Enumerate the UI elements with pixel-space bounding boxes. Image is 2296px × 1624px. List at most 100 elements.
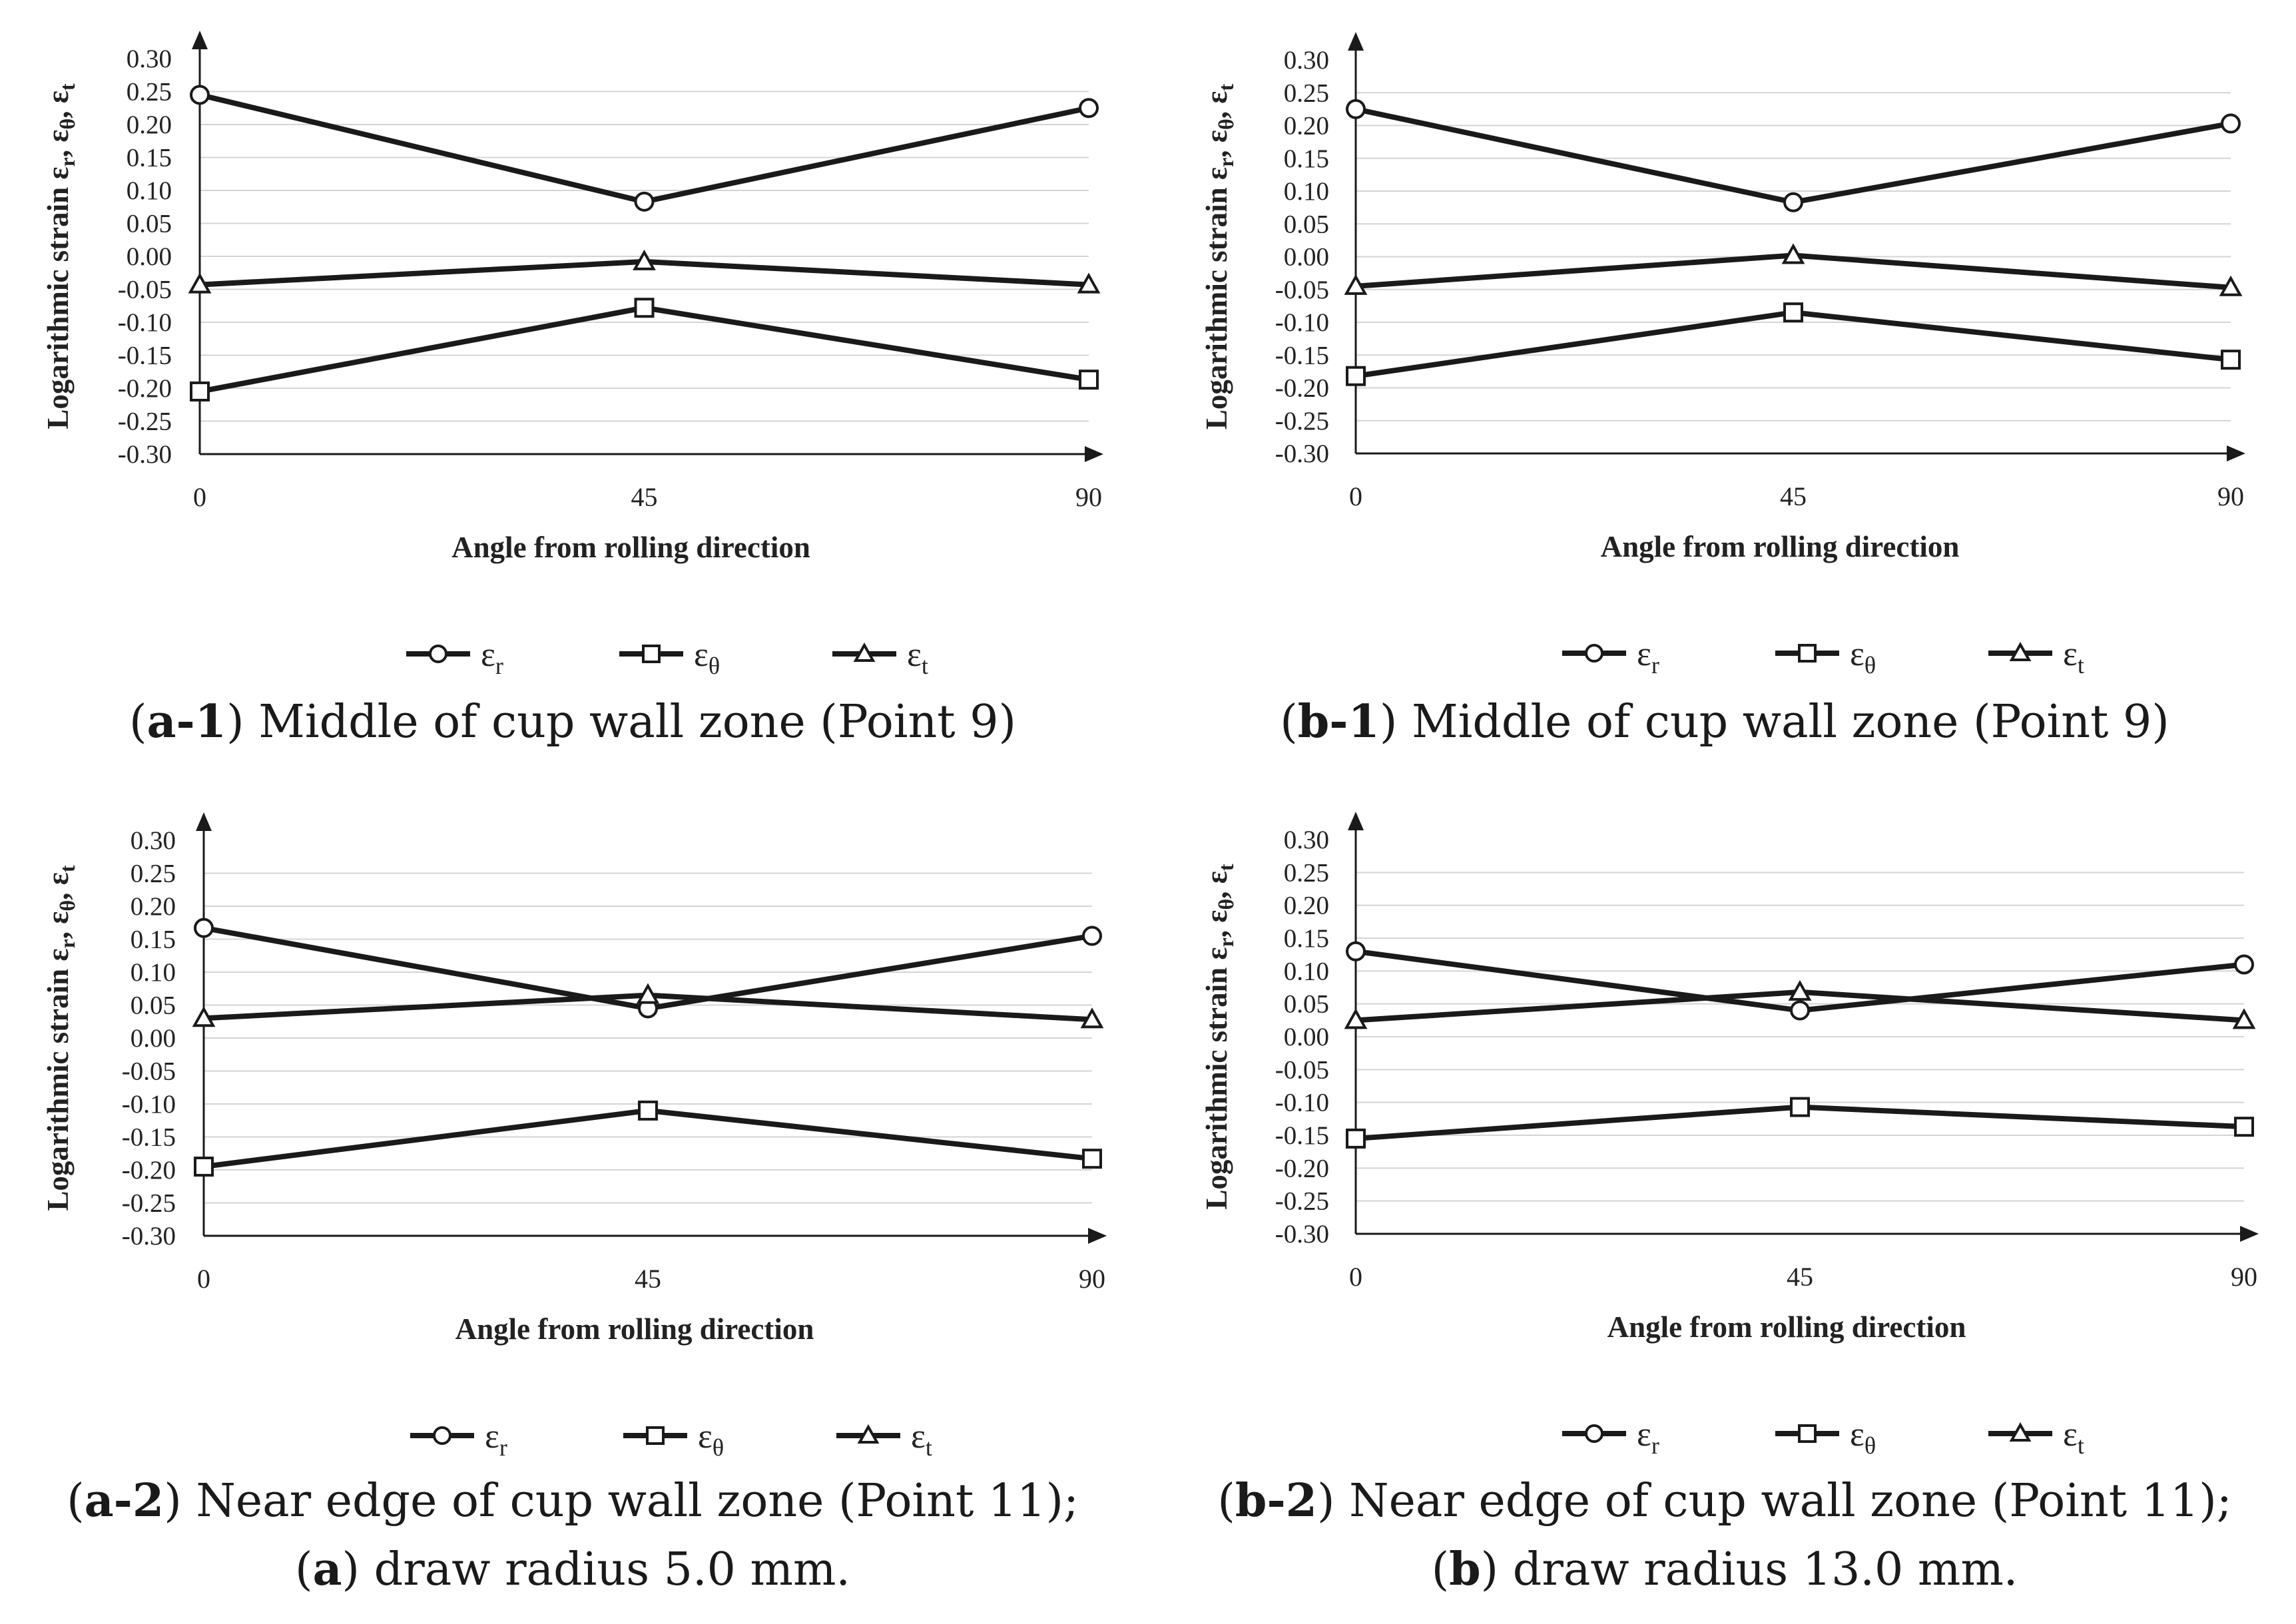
a2-legend-θ-marker [647, 1428, 663, 1444]
caption-a1-id: a-1 [146, 695, 226, 748]
a2-series-θ-point [639, 1102, 657, 1119]
a1-series-θ-point [1080, 371, 1097, 388]
b2-legend-r-marker [1586, 1426, 1602, 1442]
b1-xtick-label: 0 [1349, 481, 1362, 511]
b1-ytick-label: 0.25 [1284, 79, 1329, 107]
caption-a-text: draw radius 5.0 mm. [360, 1543, 850, 1596]
b2-ytick-label: 0.10 [1284, 957, 1329, 985]
a1-x-axis-title: Angle from rolling direction [451, 531, 810, 564]
chart-panel-a1: 0.30 0.25 0.20 0.15 0.10 0.05 0.00 -0.05 -0.10 -0… [0, 27, 1145, 666]
a2-ytick-label: -0.20 [122, 1156, 176, 1185]
chart-a2-svg: 0.300.250.200.150.100.050.00-0.05-0.10-0… [0, 809, 1145, 1448]
a2-ytick-label: 0.30 [131, 826, 176, 855]
a1-series-θ-point [636, 299, 653, 316]
a1-legend-r-marker [430, 646, 446, 662]
caption-a2-text: Near edge of cup wall zone (Point 11); [182, 1475, 1079, 1527]
b1-legend-θ-label: εθ [1850, 635, 1876, 678]
b2-series-r-point [1347, 943, 1364, 960]
b1-x-axis-arrow [2227, 445, 2245, 461]
b2-ytick-label: 0.05 [1284, 990, 1329, 1019]
a1-ytick-label: 0.25 [127, 78, 172, 107]
b2-xtick-label: 0 [1349, 1262, 1362, 1292]
b1-ytick-label: 0.00 [1284, 243, 1329, 272]
caption-a-id: a [312, 1543, 342, 1596]
a2-ytick-label: -0.10 [122, 1090, 176, 1119]
b1-series-θ-point [1785, 304, 1802, 321]
caption-a2: (a-2) Near edge of cup wall zone (Point … [0, 1478, 1145, 1524]
b2-ytick-label: 0.30 [1284, 826, 1329, 854]
a1-xtick-label: 90 [1075, 482, 1102, 512]
a2-ytick-label: 0.20 [131, 892, 176, 921]
caption-a2-id: a-2 [85, 1474, 164, 1527]
a2-x-axis-arrow [1088, 1228, 1107, 1244]
caption-b2-line2: (b) draw radius 13.0 mm. [1159, 1547, 2291, 1593]
b2-series-θ-point [1791, 1099, 1809, 1116]
a1-ytick-label: 0.20 [127, 111, 172, 139]
caption-b2: (b-2) Near edge of cup wall zone (Point … [1159, 1478, 2291, 1524]
a1-ytick-label: 0.10 [127, 176, 172, 205]
b2-ytick-label: 0.25 [1284, 858, 1329, 887]
b2-ytick-label: -0.30 [1275, 1220, 1329, 1248]
b1-ytick-label: -0.05 [1275, 276, 1329, 304]
chart-a1-svg: 0.30 0.25 0.20 0.15 0.10 0.05 0.00 -0.05 -0.10 -0… [0, 27, 1145, 666]
a1-series-θ-line [200, 308, 1089, 392]
a1-ytick-label: -0.10 [118, 308, 172, 337]
a1-series-r-point [636, 193, 653, 210]
chart-panel-b1: 0.30 0.25 0.20 0.15 0.10 0.05 0.00 -0.05 -0.10 -0… [1159, 27, 2291, 666]
a2-series-r-point [1083, 928, 1101, 945]
b2-xtick-label: 45 [1787, 1262, 1813, 1292]
caption-b1-id: b-1 [1298, 695, 1380, 748]
a2-ytick-label: 0.00 [131, 1024, 176, 1053]
b1-legend-r-marker [1586, 645, 1602, 661]
a1-legend-θ-label: εθ [694, 636, 720, 679]
a1-ytick-label: -0.15 [118, 342, 172, 370]
b2-legend-r-label: εr [1637, 1416, 1659, 1459]
caption-a1-text: Middle of cup wall zone (Point 9) [244, 696, 1016, 748]
b1-ytick-label: 0.30 [1284, 46, 1329, 75]
a1-xtick-label: 45 [631, 482, 658, 512]
a1-ytick-label: 0.30 [127, 45, 172, 73]
a2-y-axis-title: Logarithmic strain εr, εθ, εt [41, 865, 79, 1211]
b2-legend-θ-marker [1799, 1426, 1815, 1442]
b1-series-θ-point [2222, 351, 2239, 368]
b1-series-r-point [1785, 194, 1802, 211]
b1-xtick-label: 90 [2217, 481, 2244, 511]
a2-xtick-label: 0 [197, 1264, 210, 1294]
a1-legend-θ-marker [643, 646, 659, 662]
a1-ytick-label: 0.05 [127, 210, 172, 238]
a1-series-r-line [200, 95, 1089, 201]
chart-panel-b2: 0.30 0.25 0.20 0.15 0.10 0.05 0.00 -0.05 -0.10 -0… [1159, 809, 2291, 1448]
b2-ytick-label: -0.20 [1275, 1154, 1329, 1183]
a2-series-r-point [195, 920, 212, 937]
a2-x-axis-title: Angle from rolling direction [455, 1312, 814, 1346]
a1-xtick-label: 0 [193, 482, 206, 512]
a2-series-θ-point [1083, 1150, 1101, 1167]
a2-legend-r-marker [434, 1428, 450, 1444]
a1-ytick-label: -0.05 [118, 276, 172, 304]
b2-ytick-label: 0.20 [1284, 892, 1329, 920]
b1-ytick-label: -0.20 [1275, 374, 1329, 403]
caption-b2-text: Near edge of cup wall zone (Point 11); [1335, 1475, 2232, 1527]
a2-ytick-label: 0.15 [131, 926, 176, 954]
b2-ytick-label: -0.10 [1275, 1089, 1329, 1117]
a1-ytick-label: 0.15 [127, 144, 172, 172]
b1-legend-θ-marker [1799, 645, 1815, 661]
caption-a1: (a-1) Middle of cup wall zone (Point 9) [0, 699, 1145, 745]
b1-ytick-label: 0.20 [1284, 112, 1329, 140]
b2-x-axis-title: Angle from rolling direction [1607, 1310, 1966, 1344]
a2-series-θ-point [195, 1158, 212, 1175]
caption-b-text: draw radius 13.0 mm. [1498, 1543, 2018, 1596]
b1-series-r-point [1347, 101, 1364, 118]
b1-ytick-label: -0.25 [1275, 407, 1329, 435]
a1-series-θ-point [191, 383, 208, 400]
a2-y-axis-arrow [196, 812, 212, 831]
a2-xtick-label: 45 [635, 1264, 661, 1294]
a1-ytick-label: 0.00 [127, 242, 172, 271]
b1-ytick-label: 0.10 [1284, 177, 1329, 206]
b1-ytick-label: 0.15 [1284, 144, 1329, 173]
b1-legend-t-label: εt [2063, 635, 2084, 678]
caption-b1: (b-1) Middle of cup wall zone (Point 9) [1159, 699, 2291, 745]
a1-series-r-point [191, 86, 208, 103]
caption-b2-id: b-2 [1235, 1474, 1317, 1527]
b2-y-axis-title: Logarithmic strain εr, εθ, εt [1200, 864, 1238, 1210]
